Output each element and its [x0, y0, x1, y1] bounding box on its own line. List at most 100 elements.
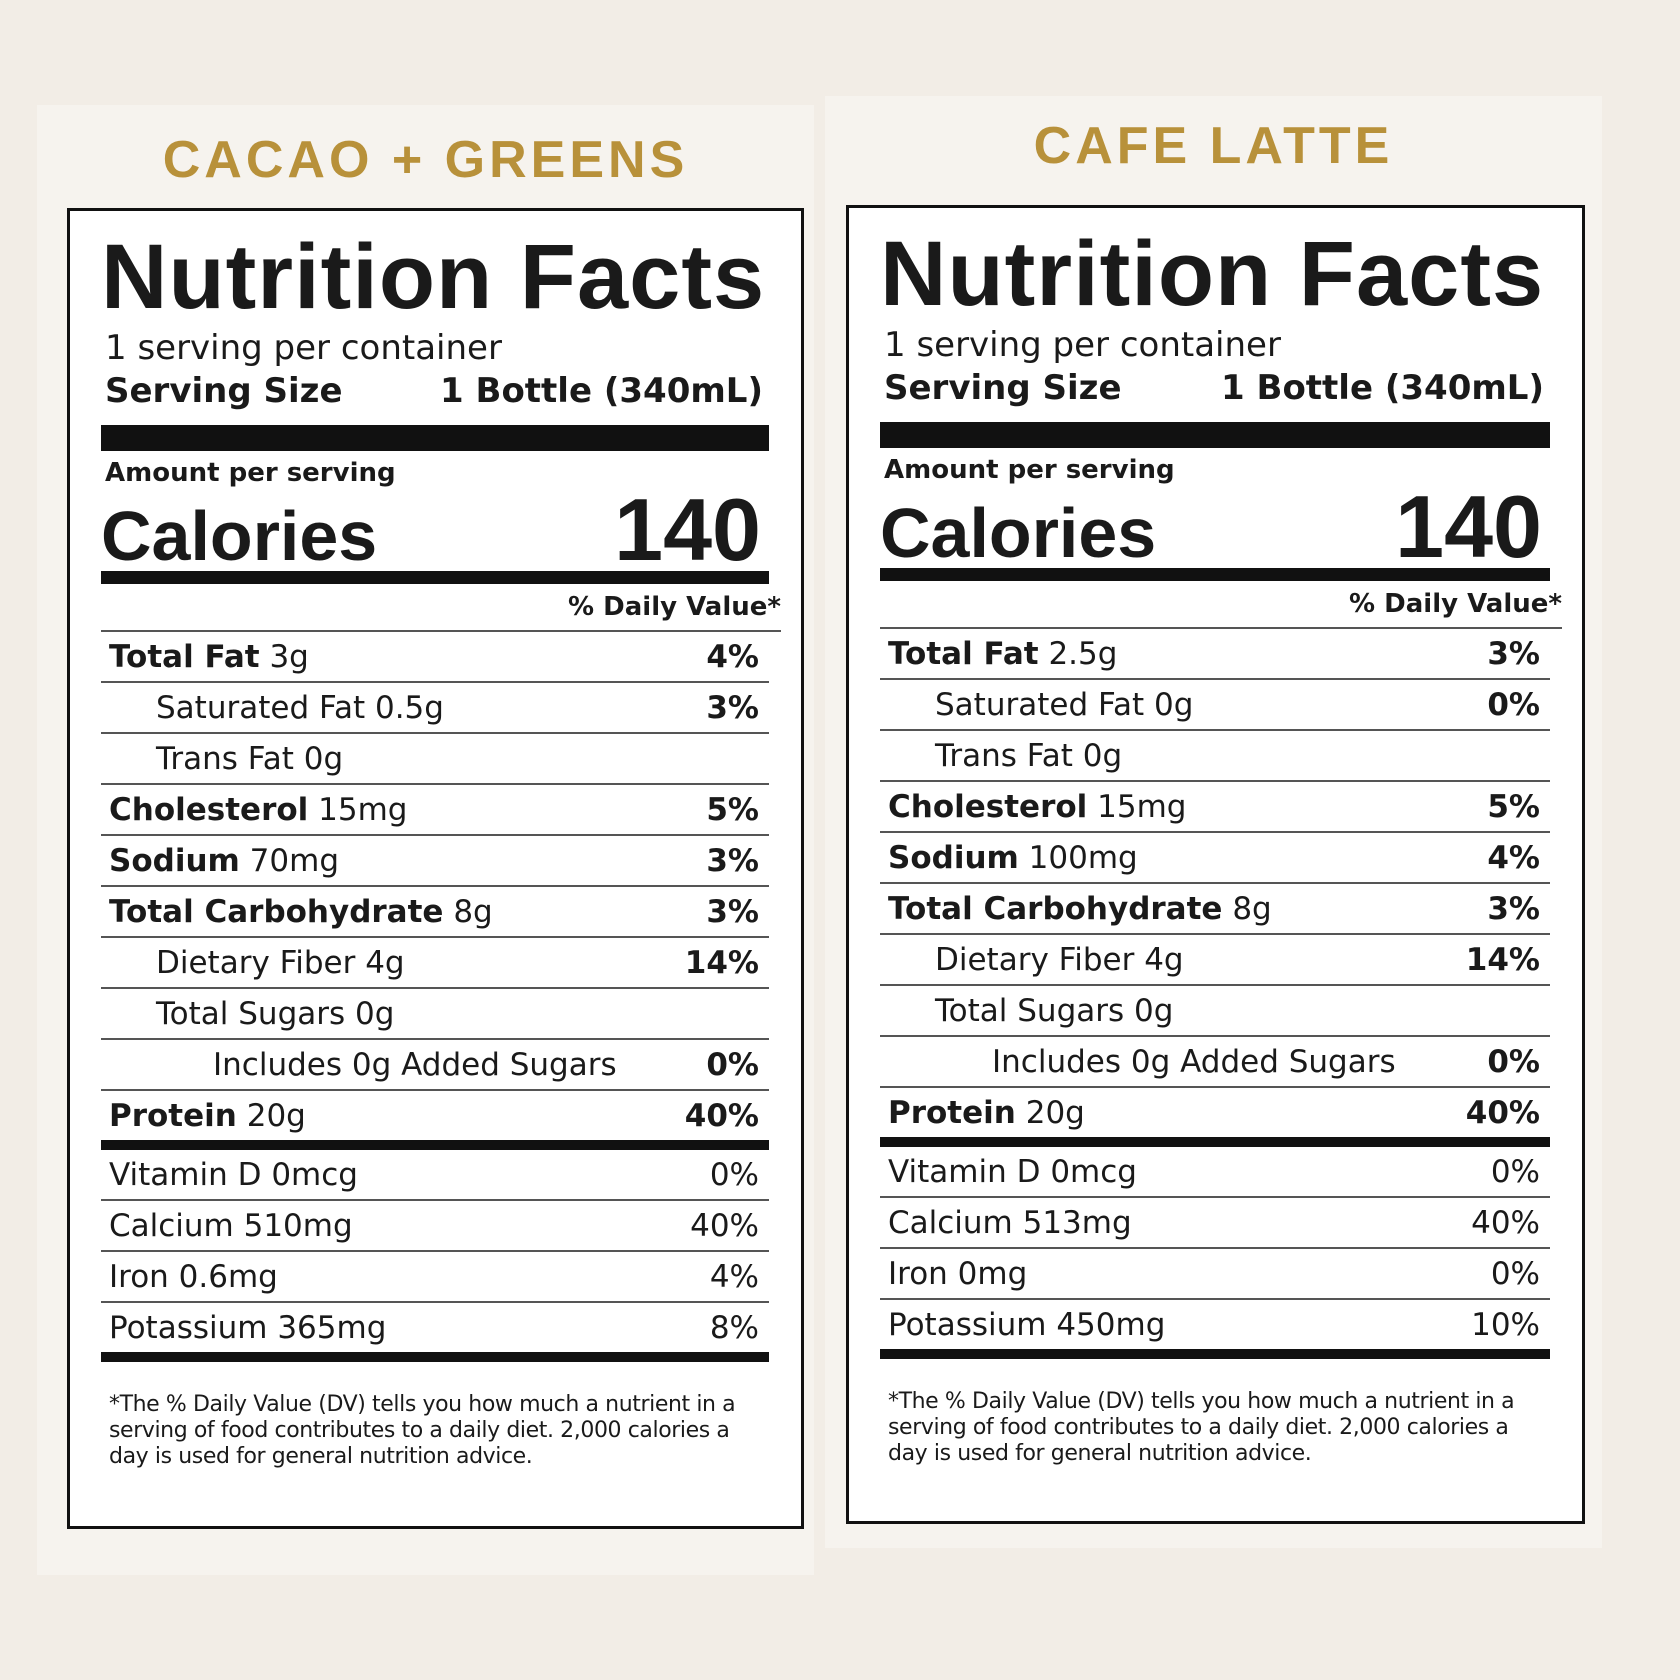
heading: Nutrition Facts [880, 223, 1545, 325]
daily-value: 8% [709, 1309, 759, 1346]
nutrient-row: Total Carbohydrate 8g 3% [880, 884, 1550, 935]
dv-header: % Daily Value* [101, 584, 781, 632]
daily-value: 0% [709, 1156, 759, 1193]
vitamin-name: Potassium 450mg [888, 1306, 1166, 1343]
nutrient-row: Saturated Fat 0g 0% [880, 680, 1550, 731]
nutrient: Includes 0g Added Sugars [888, 1044, 1396, 1080]
calories-label: Calories [101, 497, 378, 575]
vitamin-name: Iron 0.6mg [109, 1258, 278, 1295]
nutrient: Sodium 100mg [888, 840, 1138, 876]
nutrient-amount: 100mg [1028, 839, 1138, 876]
nutrient-amount: 20g [1025, 1094, 1085, 1131]
nutrient: Protein 20g [888, 1095, 1085, 1131]
serving-size: Serving Size 1 Bottle (340mL) [880, 366, 1550, 410]
nutrient-name: Cholesterol [888, 788, 1088, 825]
serving-size-value: 1 Bottle (340mL) [1221, 368, 1544, 408]
calories-label: Calories [880, 494, 1157, 572]
nutrient-name: Total Fat [888, 635, 1039, 672]
vitamin-row: Calcium 510mg 40% [101, 1201, 769, 1252]
nutrient: Trans Fat 0g [888, 738, 1122, 774]
daily-value: 14% [684, 944, 759, 981]
daily-value: 3% [1487, 890, 1540, 927]
nutrient: Total Carbohydrate 8g [109, 894, 493, 930]
nutrient: Saturated Fat 0.5g [109, 690, 444, 726]
nutrient: Dietary Fiber 4g [109, 945, 405, 981]
amount-label: Amount per serving [884, 455, 1175, 485]
nutrient-row: Total Sugars 0g [101, 989, 769, 1040]
daily-value: 10% [1471, 1306, 1540, 1343]
divider [880, 422, 1550, 448]
calories: Calories 140 [101, 480, 769, 579]
daily-value: 3% [706, 689, 759, 726]
nutrient: Includes 0g Added Sugars [109, 1047, 617, 1083]
nutrient-amount: 20g [246, 1097, 306, 1134]
product-title: CACAO + GREENS [162, 131, 689, 189]
nutrient: Total Sugars 0g [888, 993, 1173, 1029]
daily-value: 40% [690, 1207, 759, 1244]
vitamin-row: Potassium 450mg 10% [880, 1300, 1550, 1349]
nutrient: Total Sugars 0g [109, 996, 394, 1032]
divider [101, 571, 769, 584]
dv-header: % Daily Value* [880, 581, 1562, 629]
nutrient-name: Total Sugars 0g [935, 992, 1174, 1029]
serving-size-label: Serving Size [105, 371, 343, 411]
nutrient-name: Sodium [109, 842, 240, 879]
daily-value: 0% [706, 1046, 759, 1083]
daily-value: 3% [706, 893, 759, 930]
footnote: *The % Daily Value (DV) tells you how mu… [888, 1389, 1515, 1466]
footnote: *The % Daily Value (DV) tells you how mu… [109, 1392, 736, 1469]
amount-label: Amount per serving [105, 458, 396, 488]
daily-value: 4% [1487, 839, 1540, 876]
vitamin-row: Potassium 365mg 8% [101, 1303, 769, 1352]
daily-value: 3% [1487, 635, 1540, 672]
nutrient-amount: 15mg [1097, 788, 1187, 825]
product-title: CAFE LATTE [1033, 117, 1394, 175]
nutrient-name: Saturated Fat 0g [935, 686, 1194, 723]
vitamin-row: Iron 0.6mg 4% [101, 1252, 769, 1303]
nutrient: Total Carbohydrate 8g [888, 891, 1272, 927]
daily-value: 14% [1465, 941, 1540, 978]
calories-value: 140 [614, 480, 761, 579]
nutrient-amount: 8g [1232, 890, 1272, 927]
divider [101, 425, 769, 451]
nutrient-name: Total Fat [109, 638, 260, 675]
nutrient-row: Saturated Fat 0.5g 3% [101, 683, 769, 734]
vitamin-row: Vitamin D 0mcg 0% [101, 1150, 769, 1201]
daily-value: 40% [684, 1097, 759, 1134]
nutrient-row: Cholesterol 15mg 5% [101, 785, 769, 836]
nutrient: Protein 20g [109, 1098, 306, 1134]
nutrient: Total Fat 2.5g [888, 636, 1117, 672]
divider [880, 1137, 1550, 1147]
serving-size-value: 1 Bottle (340mL) [440, 371, 763, 411]
nutrient-name: Trans Fat 0g [935, 737, 1123, 774]
nutrition-label: Nutrition Facts 1 serving per container Se… [67, 208, 804, 1529]
nutrient-name: Cholesterol [109, 791, 309, 828]
nutrient-name: Dietary Fiber 4g [935, 941, 1184, 978]
daily-value: 0% [1487, 1043, 1540, 1080]
nutrition-label: Nutrition Facts 1 serving per container Se… [846, 205, 1585, 1524]
daily-value: 40% [1471, 1204, 1540, 1241]
heading: Nutrition Facts [101, 226, 766, 328]
nutrient-row: Trans Fat 0g [101, 734, 769, 785]
nutrient-row: Dietary Fiber 4g 14% [880, 935, 1550, 986]
vitamin-name: Vitamin D 0mcg [888, 1153, 1137, 1190]
divider [101, 1352, 769, 1362]
panel: CAFE LATTE Nutrition Facts 1 serving per … [825, 96, 1602, 1548]
panel: CACAO + GREENS Nutrition Facts 1 serving … [37, 105, 814, 1575]
nutrient: Sodium 70mg [109, 843, 339, 879]
daily-value: 3% [706, 842, 759, 879]
daily-value: 0% [1490, 1153, 1540, 1190]
nutrient-row: Sodium 100mg 4% [880, 833, 1550, 884]
nutrient-name: Trans Fat 0g [156, 740, 344, 777]
nutrient-row: Total Sugars 0g [880, 986, 1550, 1037]
nutrient-amount: 8g [453, 893, 493, 930]
daily-value: 0% [1490, 1255, 1540, 1292]
calories-value: 140 [1395, 477, 1542, 576]
vitamin-name: Iron 0mg [888, 1255, 1028, 1292]
nutrient-name: Total Carbohydrate [888, 890, 1223, 927]
nutrient-name: Includes 0g Added Sugars [213, 1046, 617, 1083]
nutrient-row: Includes 0g Added Sugars 0% [101, 1040, 769, 1091]
divider [880, 568, 1550, 581]
nutrient: Total Fat 3g [109, 639, 309, 675]
nutrient: Cholesterol 15mg [888, 789, 1186, 825]
